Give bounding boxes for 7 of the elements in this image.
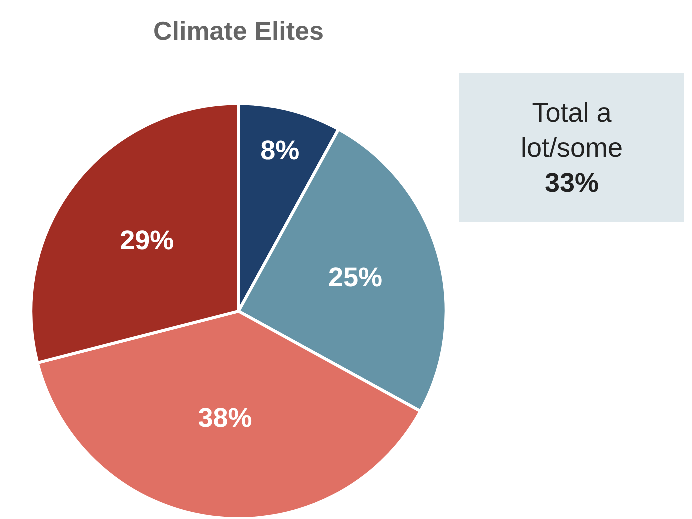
text: 33% xyxy=(544,168,600,198)
data-label: 8% xyxy=(260,135,300,166)
chart-title: Climate Elites xyxy=(153,16,324,46)
data-label: 38% xyxy=(198,403,252,434)
data-label: 29% xyxy=(120,225,174,256)
data-label: 25% xyxy=(328,262,383,292)
text: Total a lot/some xyxy=(520,98,624,163)
